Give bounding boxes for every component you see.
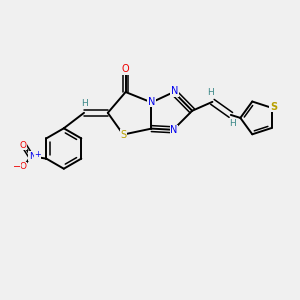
Text: S: S — [270, 102, 277, 112]
Text: N: N — [29, 152, 36, 161]
Text: −: − — [13, 162, 21, 172]
Text: O: O — [20, 162, 27, 171]
Text: H: H — [81, 99, 88, 108]
Text: H: H — [207, 88, 214, 98]
Text: N: N — [170, 125, 178, 135]
Text: N: N — [148, 97, 155, 107]
Text: H: H — [229, 119, 236, 128]
Text: O: O — [122, 64, 129, 74]
Text: N: N — [171, 86, 178, 96]
Text: O: O — [20, 141, 27, 150]
Text: +: + — [34, 150, 41, 159]
Text: S: S — [120, 130, 126, 140]
